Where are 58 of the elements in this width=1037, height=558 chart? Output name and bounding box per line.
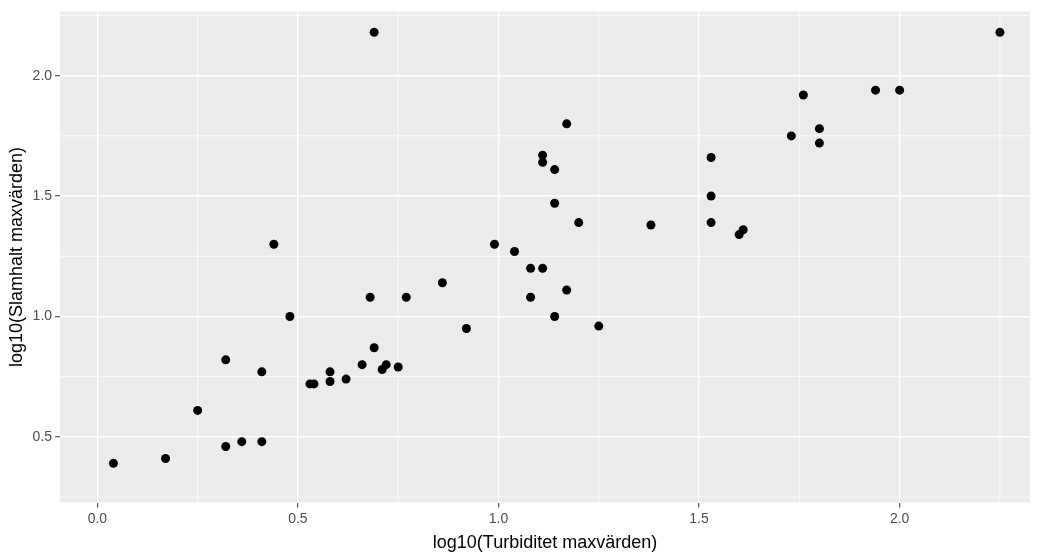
point — [574, 218, 584, 228]
point — [237, 437, 247, 447]
point — [594, 321, 604, 331]
point — [706, 218, 716, 228]
point — [895, 85, 905, 95]
point — [285, 311, 295, 321]
point — [814, 124, 824, 134]
point — [357, 360, 367, 370]
point — [995, 27, 1005, 37]
point — [257, 437, 267, 447]
point — [786, 131, 796, 141]
point — [161, 454, 171, 464]
point — [193, 405, 203, 415]
x-tick-label: 0.0 — [87, 509, 108, 526]
x-tick-label: 1.5 — [689, 509, 710, 526]
point — [798, 90, 808, 100]
point — [814, 138, 824, 148]
point — [269, 239, 279, 249]
x-tick-label: 1.0 — [488, 509, 509, 526]
point — [562, 119, 572, 129]
point — [108, 458, 118, 468]
point — [341, 374, 351, 384]
point — [526, 263, 536, 273]
point — [325, 376, 335, 386]
point — [510, 246, 520, 256]
point — [365, 292, 375, 302]
point — [369, 343, 379, 353]
point — [526, 292, 536, 302]
x-tick-label: 2.0 — [889, 509, 910, 526]
x-axis-title: log10(Turbiditet maxvärden) — [432, 532, 658, 553]
point — [738, 225, 748, 235]
point — [369, 27, 379, 37]
point — [393, 362, 403, 372]
point — [325, 367, 335, 377]
point — [562, 285, 572, 295]
x-tick-label: 0.5 — [288, 509, 308, 526]
point — [538, 263, 548, 273]
point — [257, 367, 267, 377]
point — [489, 239, 499, 249]
point — [401, 292, 411, 302]
point — [550, 198, 560, 208]
point — [706, 191, 716, 201]
point — [221, 442, 231, 451]
y-tick-label: 1.5 — [32, 186, 53, 203]
y-tick-label: 0.5 — [32, 427, 53, 444]
point — [381, 360, 391, 370]
point — [437, 278, 447, 288]
point — [550, 165, 560, 175]
y-axis-title: log10(Slamhalt maxvärden) — [5, 146, 26, 368]
point — [550, 311, 560, 321]
point — [221, 355, 231, 365]
point — [871, 85, 881, 95]
point — [706, 153, 716, 163]
y-tick-label: 1.0 — [32, 307, 53, 324]
point — [538, 157, 548, 167]
point — [646, 220, 656, 230]
point — [461, 324, 471, 334]
y-tick-label: 2.0 — [32, 66, 53, 83]
